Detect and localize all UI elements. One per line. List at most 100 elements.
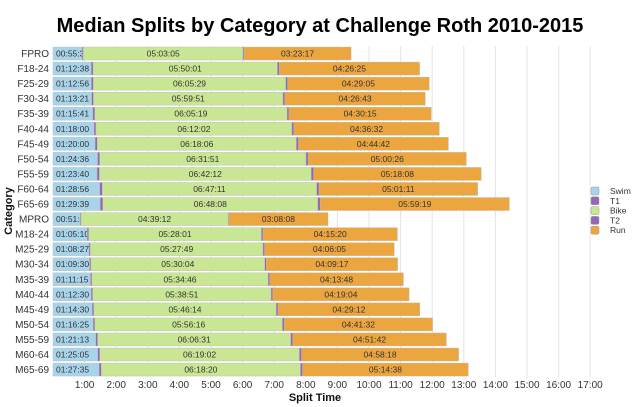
x-axis-label: Split Time — [289, 392, 341, 404]
x-tick-label: 3:00 — [138, 380, 158, 391]
bar-t2 — [290, 332, 293, 347]
bar-run — [264, 242, 395, 256]
bar-run — [279, 61, 420, 76]
category-label: M40-44 — [15, 290, 49, 301]
bar-t2 — [285, 76, 288, 91]
bar-t1 — [95, 332, 98, 347]
data-label-run: 05:00:26 — [371, 154, 404, 164]
bar-t2 — [286, 107, 290, 121]
x-tick-label: 13:00 — [451, 380, 476, 391]
x-tick-label: 4:00 — [170, 380, 190, 391]
bar-t2 — [300, 362, 303, 377]
bar-run — [302, 362, 469, 377]
data-label-swim: 01:18:00 — [56, 124, 89, 134]
bar-run — [277, 302, 420, 317]
data-label-swim: 01:25:05 — [56, 350, 89, 360]
bar-t1 — [93, 317, 96, 332]
category-label: F45-49 — [17, 139, 49, 150]
bar-run — [228, 212, 329, 226]
bar-t2 — [311, 167, 314, 181]
data-label-swim: 01:21:13 — [56, 334, 89, 344]
x-tick-label: 12:00 — [420, 380, 445, 391]
data-label-run: 04:30:15 — [344, 109, 377, 119]
chart-title: Median Splits by Category at Challenge R… — [57, 15, 584, 37]
bar-t2 — [282, 91, 286, 106]
x-tick-label: 6:00 — [233, 380, 253, 391]
category-label: M35-39 — [15, 275, 49, 286]
data-label-run: 04:29:05 — [342, 79, 375, 89]
bar-t2 — [261, 227, 264, 241]
bar-t2 — [262, 242, 265, 256]
bar-t1 — [92, 107, 95, 121]
data-label-swim: 00:51:48 — [56, 214, 89, 224]
bars: 00:55:38 05:03:05 03:23:17 01:12:38 05:50:01… — [52, 46, 510, 377]
bar-t1 — [92, 302, 95, 317]
data-label-bike: 06:06:31 — [178, 334, 211, 344]
data-label-swim: 01:11:15 — [56, 274, 89, 284]
x-tick-label: 5:00 — [201, 380, 221, 391]
data-label-bike: 05:03:05 — [147, 49, 180, 59]
bar-t2 — [305, 152, 309, 166]
x-tick-labels: 1:00 2:00 3:00 4:00 5:00 6:00 7:00 8:00 9:00 10:0… — [75, 380, 603, 391]
category-label: F35-39 — [17, 109, 49, 120]
bar-run — [288, 107, 432, 121]
data-label-run: 04:58:18 — [364, 350, 397, 360]
bar-run — [307, 152, 467, 166]
x-tick-label: 15:00 — [514, 380, 539, 391]
x-tick-label: 9:00 — [328, 380, 348, 391]
data-label-run: 04:13:48 — [320, 274, 353, 284]
data-label-run: 04:19:04 — [324, 289, 357, 299]
legend-label-t1: T1 — [610, 196, 620, 206]
data-label-run: 04:36:32 — [350, 124, 383, 134]
legend-label-t2: T2 — [610, 215, 620, 225]
category-label: M45-49 — [15, 305, 49, 316]
legend-swatch-bike — [590, 206, 600, 215]
data-label-bike: 05:28:01 — [158, 229, 191, 239]
data-label-swim: 01:12:38 — [56, 64, 89, 74]
data-label-swim: 01:12:30 — [56, 289, 89, 299]
category-label: F40-44 — [17, 124, 49, 135]
data-label-run: 03:08:08 — [262, 214, 295, 224]
category-label: F30-34 — [17, 94, 49, 105]
bar-run — [313, 167, 482, 181]
data-label-swim: 01:13:21 — [56, 94, 89, 104]
data-label-bike: 05:56:16 — [172, 319, 205, 329]
data-label-bike: 05:30:04 — [161, 259, 194, 269]
legend-label-run: Run — [610, 225, 626, 235]
data-label-run: 04:41:32 — [342, 319, 375, 329]
data-label-bike: 06:18:20 — [184, 365, 217, 375]
legend-label-swim: Swim — [610, 186, 631, 196]
x-tick-label: 11:00 — [388, 380, 413, 391]
data-label-run: 04:09:17 — [315, 259, 348, 269]
data-label-bike: 05:59:51 — [172, 94, 205, 104]
data-label-swim: 01:28:56 — [56, 184, 89, 194]
x-tick-label: 16:00 — [546, 380, 571, 391]
legend-swatch-t2 — [590, 216, 600, 225]
data-label-bike: 06:19:02 — [183, 350, 216, 360]
data-label-swim: 01:20:00 — [56, 139, 89, 149]
bar-t2 — [316, 182, 320, 196]
data-label-bike: 05:27:49 — [160, 244, 193, 254]
data-label-run: 04:44:42 — [357, 139, 390, 149]
bar-run — [243, 46, 352, 61]
data-label-run: 05:01:11 — [382, 184, 415, 194]
x-tick-label: 17:00 — [578, 380, 603, 391]
data-label-run: 04:26:43 — [339, 94, 372, 104]
data-label-swim: 01:15:41 — [56, 109, 89, 119]
data-label-run: 04:51:42 — [353, 334, 386, 344]
bar-run — [287, 76, 430, 91]
bar-t1 — [93, 122, 97, 136]
bar-t1 — [90, 287, 93, 302]
data-label-swim: 01:08:27 — [56, 244, 89, 254]
bar-t2 — [296, 137, 299, 151]
category-label: FPRO — [21, 49, 49, 60]
category-label: F60-64 — [17, 184, 49, 195]
bar-t2 — [317, 197, 321, 211]
bar-run — [284, 91, 426, 106]
data-label-run: 05:18:08 — [381, 169, 414, 179]
bar-t1 — [94, 137, 98, 151]
bar-run — [292, 332, 447, 347]
bar-t1 — [99, 182, 103, 196]
x-tick-label: 8:00 — [296, 380, 316, 391]
